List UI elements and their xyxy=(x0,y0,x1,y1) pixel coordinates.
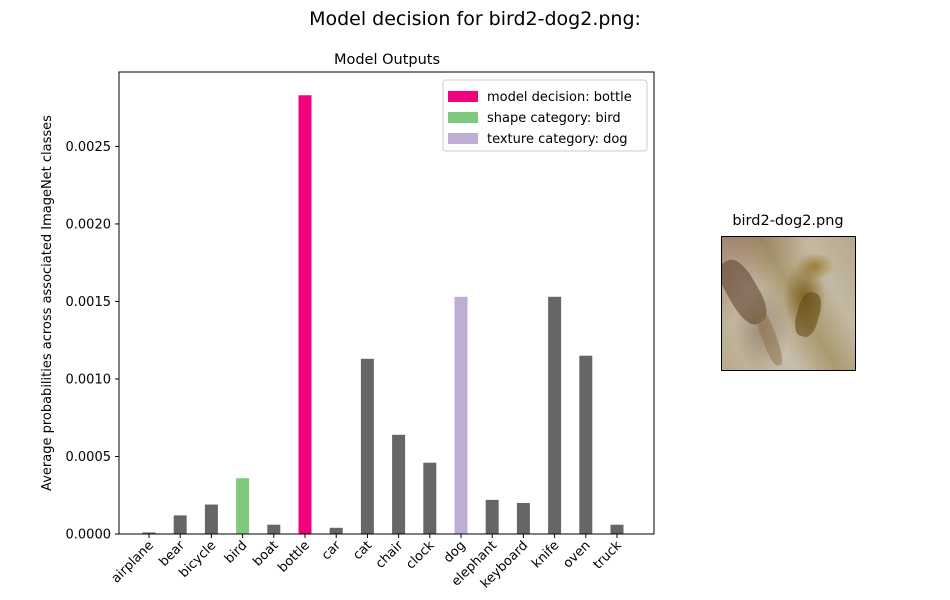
bar-clock xyxy=(423,462,437,534)
bar-elephant xyxy=(485,499,499,534)
bar-boat xyxy=(267,524,281,534)
y-tick-label: 0.0010 xyxy=(66,372,112,387)
legend-label: texture category: dog xyxy=(487,132,628,147)
x-tick-label-cat: cat xyxy=(350,538,375,563)
legend-box xyxy=(442,79,648,152)
x-tick-label-chair: chair xyxy=(373,538,407,572)
x-tick-label-knife: knife xyxy=(529,538,562,571)
x-tick-label-truck: truck xyxy=(591,538,626,573)
figure-suptitle: Model decision for bird2-dog2.png: xyxy=(309,8,641,30)
legend-swatch xyxy=(448,133,478,144)
bar-chair xyxy=(392,434,406,534)
bar-airplane xyxy=(142,532,156,534)
legend-swatch xyxy=(448,91,478,102)
axes-frame xyxy=(118,71,655,535)
chart-title: Model Outputs xyxy=(334,52,440,68)
x-tick-label-bird: bird xyxy=(222,538,250,566)
x-tick-label-bottle: bottle xyxy=(275,538,312,575)
bar-knife xyxy=(548,296,562,534)
x-tick-label-airplane: airplane xyxy=(109,538,157,586)
bar-oven xyxy=(579,355,593,534)
y-tick-label: 0.0000 xyxy=(66,528,112,543)
legend: model decision: bottle shape category: bi… xyxy=(442,79,648,152)
image-title: bird2-dog2.png xyxy=(732,213,844,229)
bar-cat xyxy=(360,358,374,534)
bar-bear xyxy=(173,515,187,534)
x-tick-label-clock: clock xyxy=(403,538,438,573)
x-tick-label-car: car xyxy=(319,538,345,564)
y-tick-label: 0.0005 xyxy=(66,450,112,465)
y-tick-label: 0.0025 xyxy=(66,140,112,155)
x-tick-label-oven: oven xyxy=(560,538,593,571)
bar-keyboard xyxy=(516,502,530,534)
stimulus-image xyxy=(721,236,856,371)
legend-label: model decision: bottle xyxy=(487,90,632,105)
bar-truck xyxy=(610,524,624,534)
bar-bird xyxy=(236,478,250,534)
legend-label: shape category: bird xyxy=(487,111,621,126)
y-tick-label: 0.0015 xyxy=(66,295,112,310)
legend-swatch xyxy=(448,112,478,123)
bar-dog xyxy=(454,296,468,534)
y-tick-label: 0.0020 xyxy=(66,217,112,232)
y-axis-label: Average probabilities across associated … xyxy=(40,115,55,491)
bar-bicycle xyxy=(204,504,218,534)
bar-car xyxy=(329,527,343,534)
bar-bottle xyxy=(298,95,312,534)
